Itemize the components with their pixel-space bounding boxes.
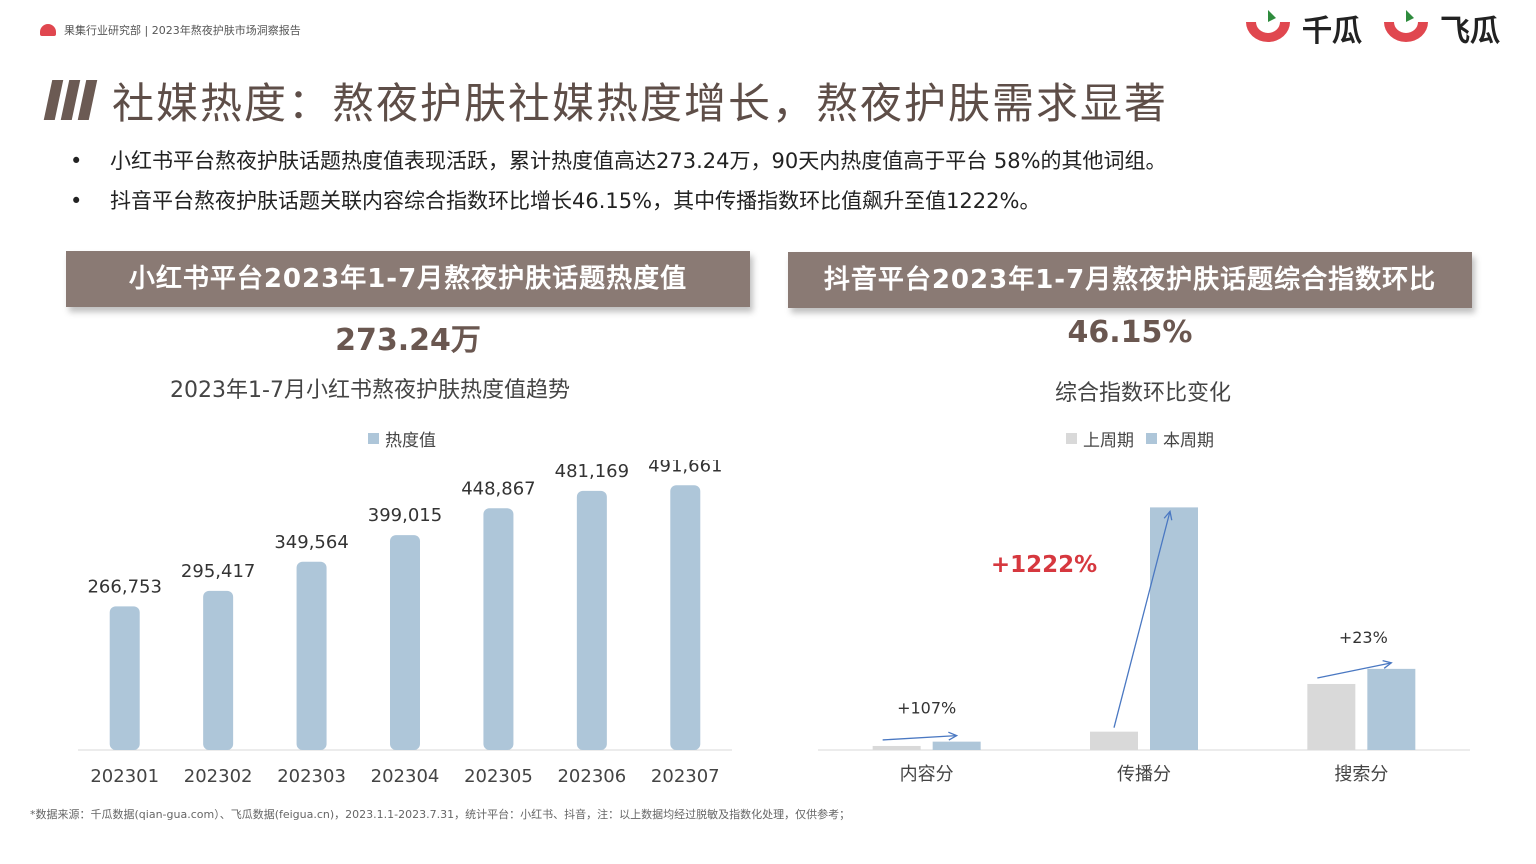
x-tick-label: 202301 xyxy=(90,766,159,787)
summary-bullet-text: 抖音平台熬夜护肤话题关联内容综合指数环比增长46.15%，其中传播指数环比值飙升… xyxy=(110,189,1041,213)
bar xyxy=(390,535,420,750)
x-tick-label: 202307 xyxy=(651,766,720,787)
summary-bullet: • 小红书平台熬夜护肤话题热度值表现活跃，累计热度值高达273.24万，90天内热… xyxy=(70,149,1167,173)
data-label: 481,169 xyxy=(555,461,629,482)
qiangua-logo: 千瓜 xyxy=(1242,6,1362,50)
summary-bullet-text: 小红书平台熬夜护肤话题热度值表现活跃，累计热度值高达273.24万，90天内热度… xyxy=(110,149,1167,173)
bar xyxy=(576,490,607,750)
bar-previous xyxy=(1307,683,1356,750)
bar-previous xyxy=(1090,731,1138,750)
brand-logos: 千瓜 飞瓜 xyxy=(1242,6,1500,50)
bar xyxy=(670,485,701,750)
bar xyxy=(296,561,327,750)
right-legend: 上周期 本周期 xyxy=(1066,426,1214,451)
growth-arrow-line xyxy=(1113,511,1171,728)
growth-arrow-head xyxy=(1163,509,1173,521)
legend-label: 本周期 xyxy=(1163,431,1214,451)
summary-bullet: • 抖音平台熬夜护肤话题关联内容综合指数环比增长46.15%，其中传播指数环比值飙… xyxy=(70,189,1041,213)
report-source: 果集行业研究部 | 2023年熬夜护肤市场洞察报告 xyxy=(40,22,301,38)
x-tick-label: 传播分 xyxy=(1117,764,1171,785)
summary-bullets: • 小红书平台熬夜护肤话题热度值表现活跃，累计热度值高达273.24万，90天内热… xyxy=(70,146,1167,226)
legend-swatch xyxy=(1146,433,1157,444)
growth-arrow-head xyxy=(948,731,959,741)
title-decoration xyxy=(43,80,98,120)
data-label: 295,417 xyxy=(181,561,255,582)
growth-annotation: +1222% xyxy=(991,552,1097,578)
growth-annotation: +107% xyxy=(897,699,956,718)
bar xyxy=(109,606,140,750)
legend-swatch xyxy=(368,433,379,444)
bar-current xyxy=(932,741,981,750)
legend-label: 上周期 xyxy=(1083,431,1134,451)
x-tick-label: 搜索分 xyxy=(1334,764,1388,785)
growth-arrow-head xyxy=(1382,660,1393,669)
report-source-label: 果集行业研究部 | 2023年熬夜护肤市场洞察报告 xyxy=(64,24,301,37)
x-tick-label: 202305 xyxy=(464,766,533,787)
bar-current xyxy=(1150,507,1198,750)
data-label: 491,661 xyxy=(648,460,722,476)
growth-arrow-line xyxy=(1317,662,1392,679)
right-bar-chart: +107% 内容分 +1222% 传播分 +23% 搜索分 xyxy=(818,507,1470,785)
brand-icon xyxy=(40,24,56,36)
feigua-logo-text: 飞瓜 xyxy=(1440,14,1500,49)
legend-label: 热度值 xyxy=(385,431,436,451)
left-legend: 热度值 xyxy=(368,426,436,451)
right-big-value: 46.15% xyxy=(1067,315,1193,350)
feigua-logo: 飞瓜 xyxy=(1380,6,1500,50)
right-panel-header: 抖音平台2023年1-7月熬夜护肤话题综合指数环比 xyxy=(788,252,1472,308)
x-tick-label: 202303 xyxy=(277,766,346,787)
qiangua-logo-icon xyxy=(1246,10,1290,42)
page-title: 社媒热度：熬夜护肤社媒热度增长，熬夜护肤需求显著 xyxy=(112,79,1169,128)
x-tick-label: 202302 xyxy=(184,766,253,787)
bar xyxy=(203,590,234,750)
data-label: 349,564 xyxy=(274,532,348,553)
growth-annotation: +23% xyxy=(1339,628,1388,647)
bar xyxy=(483,508,514,750)
x-tick-label: 内容分 xyxy=(900,764,954,785)
left-big-value: 273.24万 xyxy=(335,323,481,358)
x-tick-label: 202304 xyxy=(371,766,440,787)
left-bar-chart: 266,753 202301 295,417 202302 349,564 202303 3… xyxy=(78,460,732,787)
growth-arrow-line xyxy=(882,734,957,741)
data-label: 266,753 xyxy=(87,576,161,597)
x-tick-label: 202306 xyxy=(557,766,626,787)
left-panel-header: 小红书平台2023年1-7月熬夜护肤话题热度值 xyxy=(66,251,750,307)
feigua-logo-icon xyxy=(1384,10,1428,42)
data-source-footnote: *数据来源：千瓜数据(qian-gua.com）、飞瓜数据(feigua.cn)… xyxy=(30,808,851,821)
data-label: 399,015 xyxy=(368,505,442,526)
legend-swatch xyxy=(1066,433,1077,444)
bar-current xyxy=(1367,668,1416,750)
bar-previous xyxy=(872,745,921,750)
right-chart-title: 综合指数环比变化 xyxy=(1054,381,1231,406)
qiangua-logo-text: 千瓜 xyxy=(1302,14,1362,49)
data-label: 448,867 xyxy=(461,478,535,499)
left-chart-title: 2023年1-7月小红书熬夜护肤热度值趋势 xyxy=(170,378,570,403)
